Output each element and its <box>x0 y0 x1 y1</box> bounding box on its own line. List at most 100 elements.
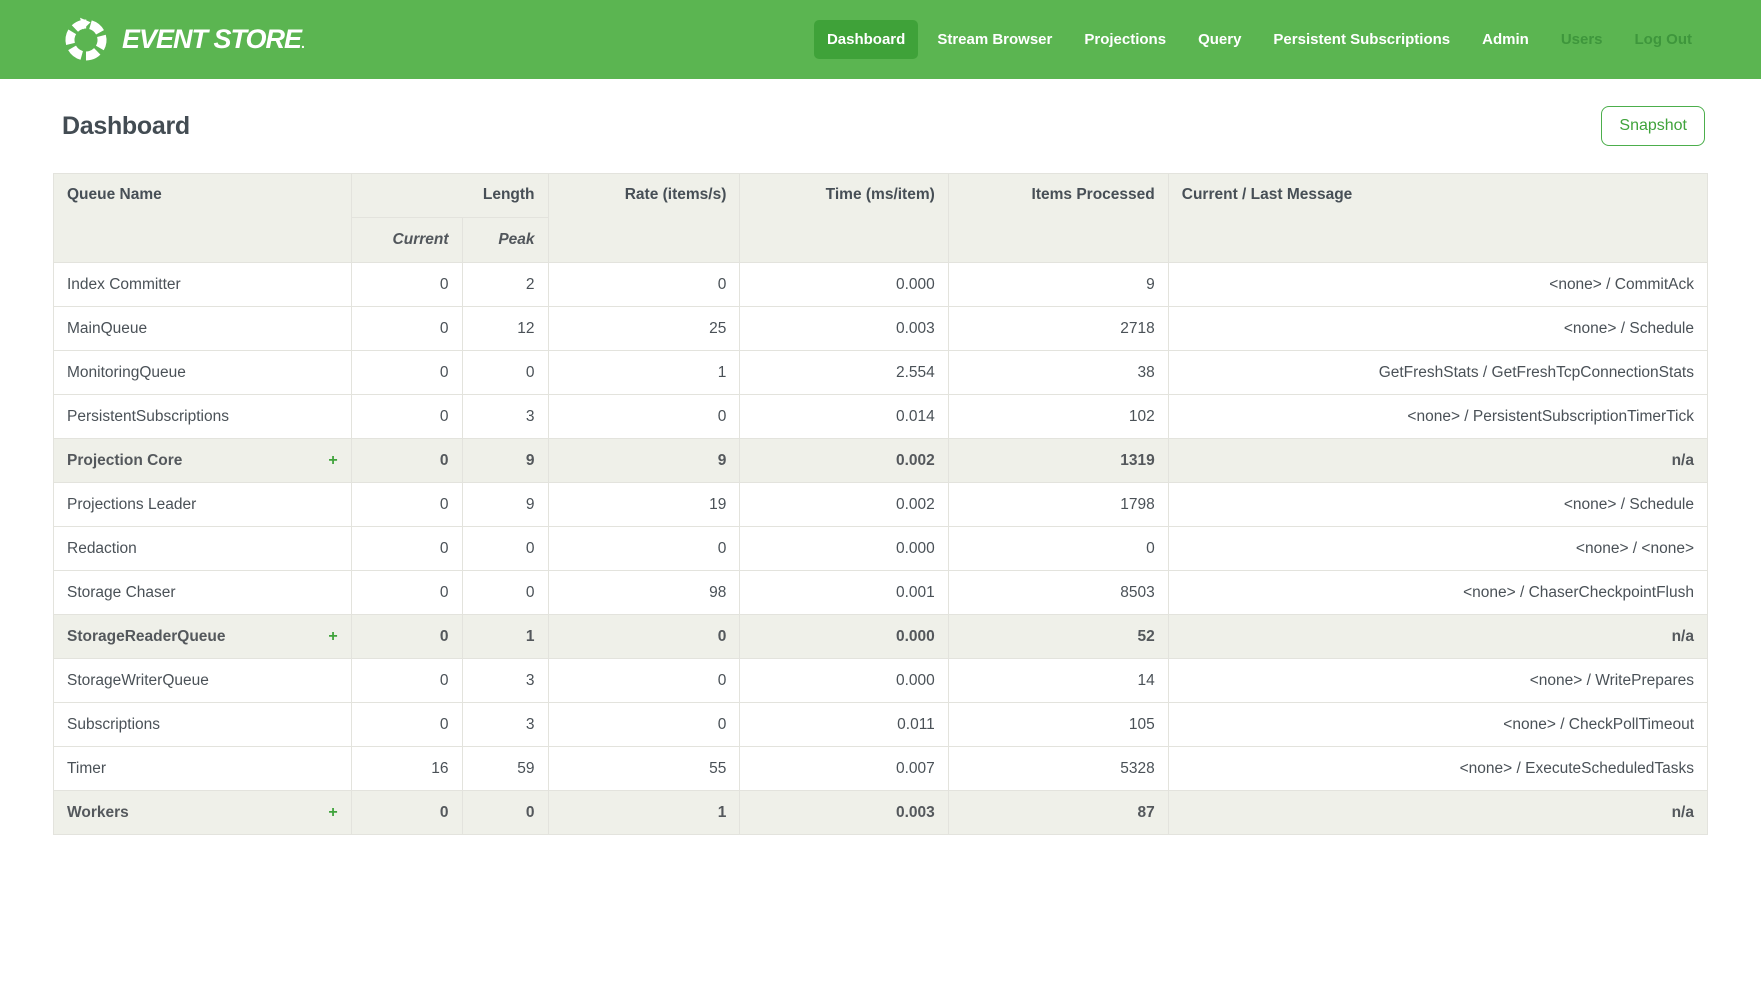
cell-items: 1319 <box>947 438 1169 483</box>
cell-current: 0 <box>350 262 463 307</box>
cell-peak: 0 <box>461 570 549 615</box>
nav-item-query[interactable]: Query <box>1198 31 1242 48</box>
cell-rate: 19 <box>547 482 741 527</box>
cell-time: 0.011 <box>739 702 949 747</box>
queue-name: StorageWriterQueue <box>67 671 209 689</box>
cell-peak: 3 <box>461 394 549 439</box>
column-header-length: Length <box>350 173 549 218</box>
cell-items: 105 <box>947 702 1169 747</box>
queue-name: MonitoringQueue <box>67 363 186 381</box>
cell-current: 0 <box>350 702 463 747</box>
queue-row[interactable]: Subscriptions 0 3 0 0.011 105 <none> / C… <box>53 702 1709 747</box>
cell-peak: 2 <box>461 262 549 307</box>
cell-message: n/a <box>1167 614 1709 659</box>
cell-time: 2.554 <box>739 350 949 395</box>
column-header-time: Time (ms/item) <box>739 173 949 263</box>
cell-time: 0.000 <box>739 614 949 659</box>
nav-item-log-out[interactable]: Log Out <box>1634 31 1692 48</box>
nav-item-stream-browser[interactable]: Stream Browser <box>937 31 1053 48</box>
cell-time: 0.002 <box>739 438 949 483</box>
table-header: Queue Name Length Rate (items/s) Time (m… <box>53 173 1709 263</box>
cell-rate: 98 <box>547 570 741 615</box>
cell-peak: 12 <box>461 306 549 351</box>
queues-table-container: Queue Name Length Rate (items/s) Time (m… <box>0 173 1761 835</box>
cell-time: 0.001 <box>739 570 949 615</box>
queue-row[interactable]: Workers + 0 0 1 0.003 87 n/a <box>53 790 1709 835</box>
column-header-peak: Peak <box>461 217 549 263</box>
cell-current: 0 <box>350 658 463 703</box>
page-header: Dashboard Snapshot <box>0 79 1761 173</box>
queue-row[interactable]: StorageReaderQueue + 0 1 0 0.000 52 n/a <box>53 614 1709 659</box>
queue-row[interactable]: Storage Chaser 0 0 98 0.001 8503 <none> … <box>53 570 1709 615</box>
cell-rate: 0 <box>547 702 741 747</box>
queue-name: Workers <box>67 803 129 821</box>
cell-rate: 0 <box>547 526 741 571</box>
expand-plus-icon[interactable]: + <box>328 451 338 469</box>
cell-current: 0 <box>350 394 463 439</box>
event-store-logo[interactable]: EVENT STORE. <box>62 16 305 64</box>
queue-row[interactable]: Projections Leader 0 9 19 0.002 1798 <no… <box>53 482 1709 527</box>
cell-time: 0.007 <box>739 746 949 791</box>
cell-peak: 0 <box>461 526 549 571</box>
cell-peak: 1 <box>461 614 549 659</box>
cell-message: <none> / Schedule <box>1167 306 1709 351</box>
cell-items: 14 <box>947 658 1169 703</box>
queue-name: Projections Leader <box>67 495 197 513</box>
cell-time: 0.003 <box>739 306 949 351</box>
cell-current: 0 <box>350 614 463 659</box>
cell-items: 9 <box>947 262 1169 307</box>
nav-item-persistent-subscriptions[interactable]: Persistent Subscriptions <box>1273 31 1451 48</box>
cell-rate: 55 <box>547 746 741 791</box>
cell-message: GetFreshStats / GetFreshTcpConnectionSta… <box>1167 350 1709 395</box>
cell-items: 5328 <box>947 746 1169 791</box>
cell-message: n/a <box>1167 438 1709 483</box>
cell-current: 0 <box>350 790 463 835</box>
cell-rate: 9 <box>547 438 741 483</box>
nav-item-users[interactable]: Users <box>1560 31 1603 48</box>
cell-time: 0.014 <box>739 394 949 439</box>
table-body: Index Committer 0 2 0 0.000 9 <none> / C… <box>53 262 1709 835</box>
nav-item-dashboard[interactable]: Dashboard <box>813 20 919 59</box>
cell-peak: 9 <box>461 438 549 483</box>
column-header-rate: Rate (items/s) <box>547 173 741 263</box>
queue-row[interactable]: StorageWriterQueue 0 3 0 0.000 14 <none>… <box>53 658 1709 703</box>
cell-message: <none> / ChaserCheckpointFlush <box>1167 570 1709 615</box>
top-navigation-bar: EVENT STORE. Dashboard Stream Browser Proj… <box>0 0 1761 79</box>
cell-peak: 3 <box>461 702 549 747</box>
column-header-queue-name: Queue Name <box>53 173 352 263</box>
cell-peak: 3 <box>461 658 549 703</box>
nav-item-admin[interactable]: Admin <box>1482 31 1529 48</box>
cell-current: 0 <box>350 438 463 483</box>
queue-row[interactable]: PersistentSubscriptions 0 3 0 0.014 102 … <box>53 394 1709 439</box>
cell-peak: 59 <box>461 746 549 791</box>
event-store-ring-icon <box>65 17 107 60</box>
main-nav: Dashboard Stream Browser Projections Query P… <box>813 20 1705 59</box>
cell-current: 0 <box>350 526 463 571</box>
queue-row[interactable]: MonitoringQueue 0 0 1 2.554 38 GetFreshS… <box>53 350 1709 395</box>
queue-row[interactable]: Projection Core + 0 9 9 0.002 1319 n/a <box>53 438 1709 483</box>
queue-row[interactable]: Index Committer 0 2 0 0.000 9 <none> / C… <box>53 262 1709 307</box>
cell-rate: 0 <box>547 658 741 703</box>
queue-row[interactable]: Timer 16 59 55 0.007 5328 <none> / Execu… <box>53 746 1709 791</box>
expand-plus-icon[interactable]: + <box>328 627 338 645</box>
cell-message: <none> / WritePrepares <box>1167 658 1709 703</box>
cell-message: <none> / Schedule <box>1167 482 1709 527</box>
cell-rate: 0 <box>547 262 741 307</box>
cell-message: <none> / <none> <box>1167 526 1709 571</box>
expand-plus-icon[interactable]: + <box>328 803 338 821</box>
cell-message: <none> / CheckPollTimeout <box>1167 702 1709 747</box>
cell-time: 0.003 <box>739 790 949 835</box>
cell-items: 2718 <box>947 306 1169 351</box>
queue-name: PersistentSubscriptions <box>67 407 229 425</box>
brand-dot: . <box>301 35 305 51</box>
cell-items: 52 <box>947 614 1169 659</box>
snapshot-button[interactable]: Snapshot <box>1601 106 1705 146</box>
queue-name: Index Committer <box>67 275 181 293</box>
cell-message: <none> / CommitAck <box>1167 262 1709 307</box>
nav-item-projections[interactable]: Projections <box>1084 31 1167 48</box>
queues-table: Queue Name Length Rate (items/s) Time (m… <box>53 173 1709 835</box>
queue-row[interactable]: MainQueue 0 12 25 0.003 2718 <none> / Sc… <box>53 306 1709 351</box>
cell-current: 0 <box>350 306 463 351</box>
cell-items: 38 <box>947 350 1169 395</box>
queue-row[interactable]: Redaction 0 0 0 0.000 0 <none> / <none> <box>53 526 1709 571</box>
